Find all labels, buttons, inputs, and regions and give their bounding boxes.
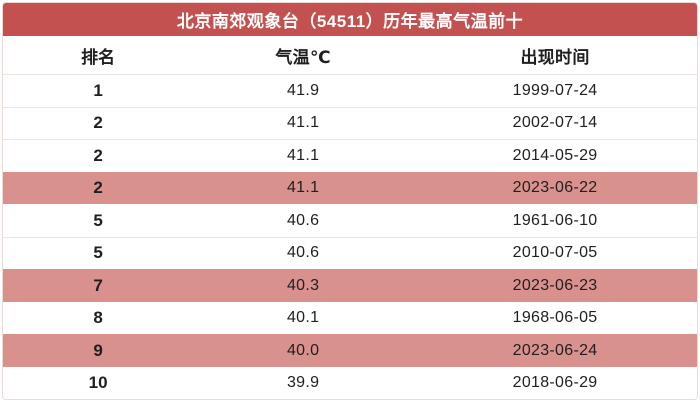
cell-temperature: 41.1: [286, 114, 320, 132]
table-row: 9 40.0 2023-06-24: [3, 334, 697, 367]
cell-rank: 8: [93, 308, 103, 328]
cell-temperature: 40.1: [286, 309, 320, 327]
cell-temperature: 40.6: [286, 244, 320, 262]
table-header-row: 排名 气温℃ 出现时间: [3, 36, 697, 74]
cell-date: 1968-06-05: [512, 309, 598, 327]
cell-date: 2010-07-05: [512, 244, 598, 262]
cell-temperature: 41.9: [286, 81, 320, 99]
cell-temperature: 40.0: [286, 341, 320, 359]
cell-temperature: 41.1: [286, 146, 320, 164]
cell-date: 2014-05-29: [512, 146, 598, 164]
table-row: 5 40.6 1961-06-10: [3, 204, 697, 237]
cell-date: 2002-07-14: [512, 114, 598, 132]
cell-rank: 2: [93, 178, 103, 198]
cell-temperature: 40.6: [286, 211, 320, 229]
cell-rank: 1: [93, 80, 103, 100]
cell-temperature: 40.3: [286, 276, 320, 294]
table-body: 1 41.9 1999-07-24 2 41.1 2002-07-14 2 41.1 2014-…: [3, 74, 697, 399]
table-row: 2 41.1 2002-07-14: [3, 106, 697, 139]
column-header-temperature: 气温℃: [275, 47, 331, 67]
table-row: 1 41.9 1999-07-24: [3, 74, 697, 107]
cell-rank: 9: [93, 340, 103, 360]
column-header-date: 出现时间: [520, 47, 590, 67]
cell-date: 2018-06-29: [512, 374, 598, 392]
table-title: 北京南郊观象台（54511）历年最高气温前十: [3, 3, 697, 36]
column-header-rank: 排名: [81, 47, 116, 67]
cell-rank: 5: [93, 210, 103, 230]
cell-rank: 10: [88, 373, 108, 393]
cell-date: 1999-07-24: [512, 81, 598, 99]
cell-temperature: 39.9: [286, 374, 320, 392]
cell-date: 2023-06-24: [512, 341, 598, 359]
cell-rank: 5: [93, 243, 103, 263]
cell-date: 2023-06-22: [512, 179, 598, 197]
cell-rank: 7: [93, 275, 103, 295]
cell-date: 2023-06-23: [512, 276, 598, 294]
cell-rank: 2: [93, 145, 103, 165]
cell-date: 1961-06-10: [512, 211, 598, 229]
cell-rank: 2: [93, 113, 103, 133]
table-row: 2 41.1 2023-06-22: [3, 171, 697, 204]
table-row: 7 40.3 2023-06-23: [3, 269, 697, 302]
cell-temperature: 41.1: [286, 179, 320, 197]
table-row: 10 39.9 2018-06-29: [3, 366, 697, 399]
table-row: 2 41.1 2014-05-29: [3, 139, 697, 172]
table-row: 5 40.6 2010-07-05: [3, 236, 697, 269]
table-row: 8 40.1 1968-06-05: [3, 301, 697, 334]
